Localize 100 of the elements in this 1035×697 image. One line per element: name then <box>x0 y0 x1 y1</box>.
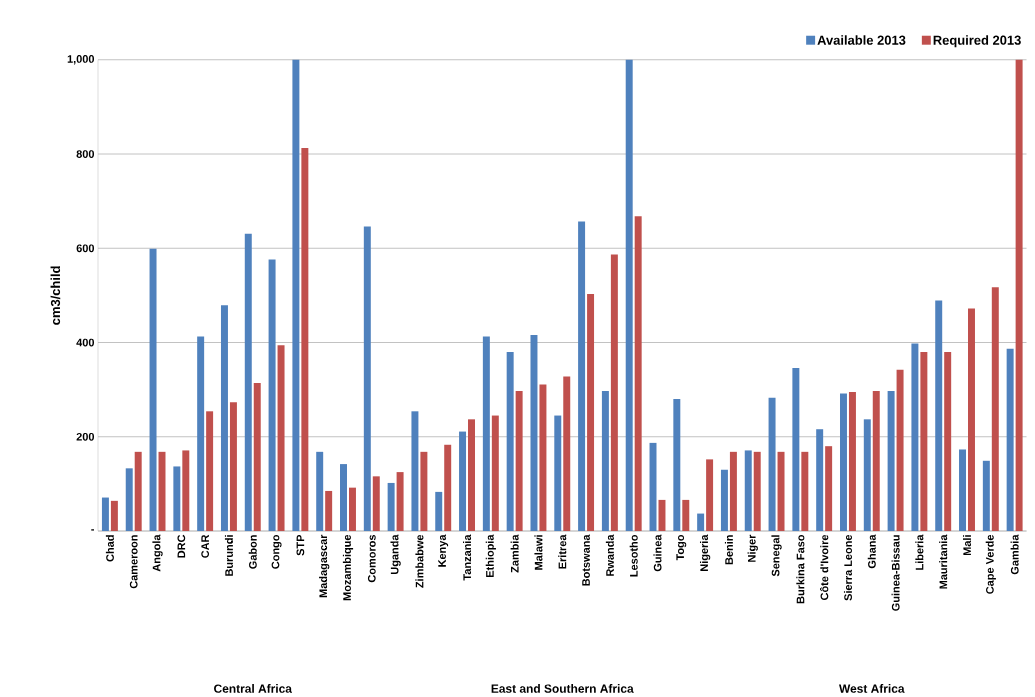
x-tick-label: Guinea-Bissau <box>891 535 900 611</box>
bar <box>482 336 490 531</box>
x-tick-label: Ethiopia <box>485 534 496 578</box>
bar <box>634 216 642 531</box>
bar <box>101 497 109 531</box>
y-axis-title: cm3/child <box>50 266 61 325</box>
bar <box>149 248 157 531</box>
bar <box>348 487 356 531</box>
bar <box>816 429 824 531</box>
x-tick-label: Burkina Faso <box>796 534 805 604</box>
bar <box>887 391 895 531</box>
x-tick-label: Tanzania <box>463 534 472 581</box>
bar <box>768 397 776 531</box>
bar <box>220 305 228 531</box>
bar <box>920 351 928 531</box>
x-tick-label: DRC <box>177 534 186 558</box>
bar <box>706 459 714 531</box>
bar <box>1006 348 1014 531</box>
bar <box>697 513 705 531</box>
bar <box>530 334 538 531</box>
bar <box>840 393 847 531</box>
x-tick-label: Cape Verde <box>985 534 996 594</box>
x-tick-label: Madagascar <box>319 534 330 598</box>
x-tick-label: Cameroon <box>129 535 138 589</box>
x-tick-label: Lesotho <box>629 534 638 577</box>
bar <box>301 147 309 531</box>
x-tick-label: Ghana <box>867 534 876 569</box>
bar <box>468 419 475 531</box>
bar <box>872 391 880 531</box>
x-tick-label: Nigeria <box>699 534 711 571</box>
x-tick-label: Guinea <box>653 534 662 572</box>
bar <box>744 450 752 531</box>
x-tick-label: Mauritania <box>939 534 948 589</box>
x-tick-label: CAR <box>201 534 210 558</box>
bar <box>435 491 443 531</box>
bar <box>539 384 547 531</box>
bar <box>244 233 252 531</box>
bar <box>587 293 595 531</box>
x-tick-label: Niger <box>747 534 758 562</box>
y-tick-label: 600 <box>76 244 95 253</box>
text: Central Africa <box>214 684 293 693</box>
x-tick-label: Gambia <box>1010 534 1019 575</box>
legend-label: Available 2013 <box>817 35 906 45</box>
text: East and Southern Africa <box>491 684 634 693</box>
x-tick-label: Zambia <box>510 534 519 573</box>
bar <box>229 402 237 531</box>
legend-label: Required 2013 <box>933 35 1021 48</box>
x-tick-label: Benin <box>724 535 733 565</box>
bar <box>753 451 761 531</box>
bar <box>825 446 833 531</box>
x-tick-label: Angola <box>152 534 163 572</box>
x-tick-label: Togo <box>676 534 687 561</box>
bar <box>515 391 523 531</box>
bar <box>896 369 904 531</box>
x-tick-label: Chad <box>105 535 114 562</box>
bar <box>792 367 800 531</box>
y-tick-label: - <box>91 529 95 531</box>
bar <box>682 499 690 531</box>
x-tick-label: Kenya <box>438 534 449 567</box>
bar <box>253 383 261 531</box>
bar <box>292 59 300 531</box>
x-tick-label: STP <box>296 534 305 556</box>
x-tick-label: Mali <box>962 535 972 556</box>
bar <box>1015 59 1023 531</box>
bar <box>491 415 499 531</box>
bar <box>444 444 452 531</box>
bar <box>197 336 205 531</box>
x-tick-label: Sierra Leone <box>843 534 852 601</box>
bar <box>411 411 419 531</box>
bar <box>268 259 276 531</box>
x-tick-label: Botswana <box>582 534 590 586</box>
bar <box>944 351 952 531</box>
x-tick-label: Congo <box>271 534 282 569</box>
bar <box>911 343 919 531</box>
bar <box>277 345 285 531</box>
text: West Africa <box>839 684 905 693</box>
y-tick-label: 400 <box>76 338 95 347</box>
bar <box>959 449 967 531</box>
bar <box>134 451 142 531</box>
y-tick-label: 800 <box>76 150 95 158</box>
bar <box>729 451 737 531</box>
bar <box>173 466 181 531</box>
y-tick-label: 1,000 <box>67 55 95 65</box>
x-tick-label: Malawi <box>534 535 543 570</box>
bar <box>420 451 428 531</box>
x-tick-label: Gabon <box>248 535 257 569</box>
bar <box>387 482 395 531</box>
bar <box>673 399 681 531</box>
x-tick-label: Liberia <box>915 534 924 570</box>
bar <box>658 499 666 531</box>
x-tick-label: Senegal <box>771 535 782 577</box>
bar <box>182 450 190 531</box>
bar <box>396 472 404 531</box>
x-tick-label: Uganda <box>390 534 401 575</box>
bar <box>649 442 657 531</box>
bar <box>720 469 728 531</box>
bar <box>554 415 562 531</box>
bar <box>625 59 633 531</box>
bar <box>563 376 571 531</box>
bar <box>935 300 943 531</box>
